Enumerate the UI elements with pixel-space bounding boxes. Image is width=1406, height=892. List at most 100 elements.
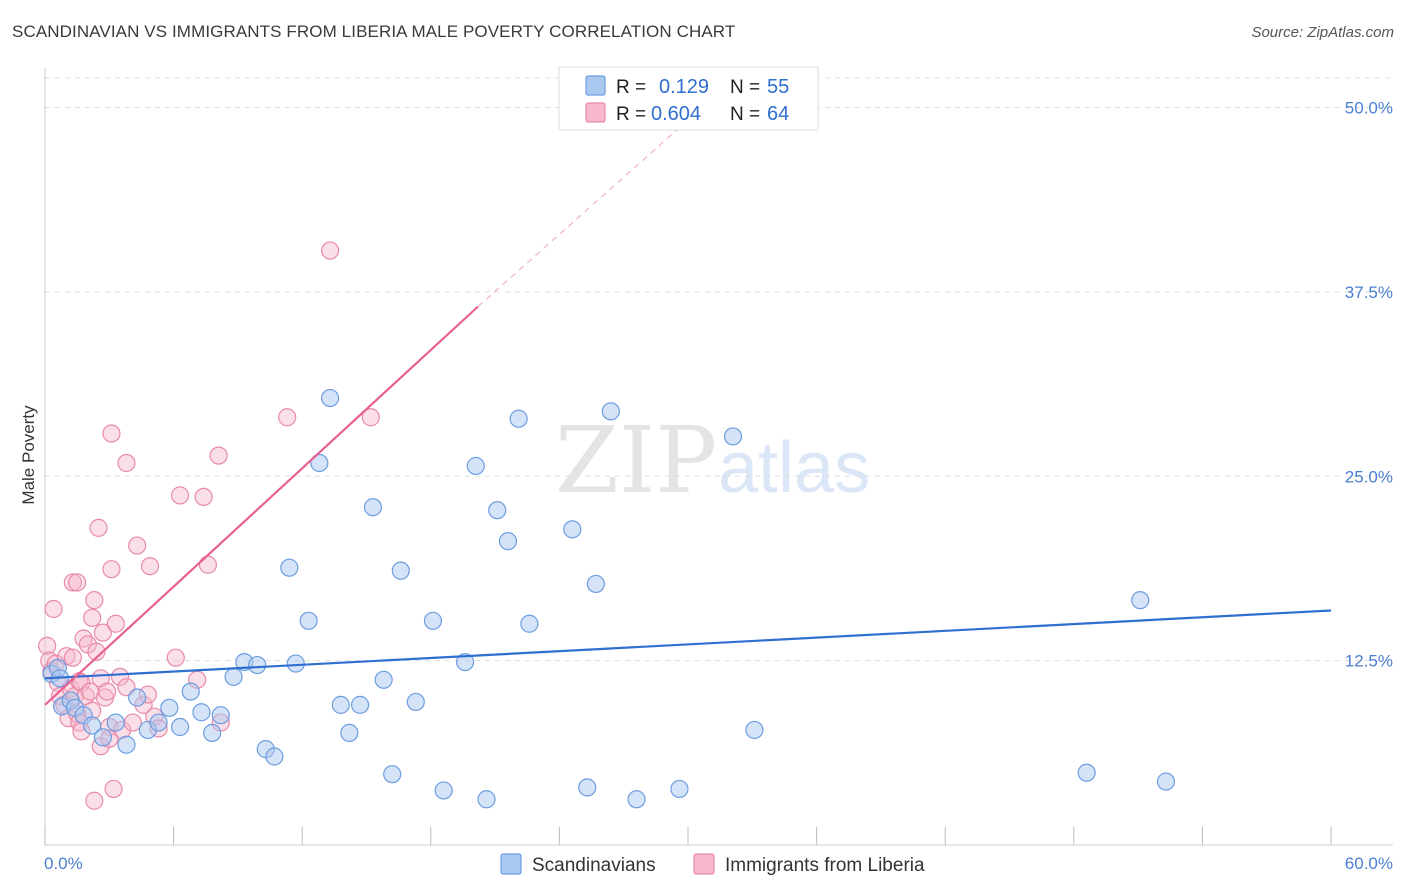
series-legend: Scandinavians Immigrants from Liberia: [500, 853, 925, 876]
scandinavian-point-16: [181, 682, 200, 701]
y-axis-label: Male Poverty: [19, 405, 38, 505]
scandinavian-point-38: [423, 611, 443, 630]
liberia-point-57: [209, 446, 228, 465]
liberia-point-28: [87, 642, 106, 661]
liberia-point-59: [278, 408, 297, 427]
scandinavian-point-8: [93, 728, 112, 747]
legend-r-label-1: R =: [616, 77, 646, 98]
liberia-point-27: [85, 591, 104, 610]
legend-r-label-2: R =: [616, 104, 646, 125]
correlation-legend: R = 0.129 N = 55 R = 0.604 N = 64: [558, 66, 819, 131]
scandinavian-points: [42, 388, 1176, 809]
liberia-point-53: [170, 486, 190, 505]
scandinavian-point-17: [192, 703, 211, 722]
scandinavian-point-14: [160, 698, 179, 717]
liberia-point-40: [106, 614, 125, 633]
series-legend-swatch-liberia: [693, 853, 715, 875]
liberia-point-39: [104, 779, 123, 799]
liberia-point-55: [194, 487, 213, 506]
y-tick-label-2: 37.5%: [1345, 283, 1393, 302]
watermark-atlas: atlas: [718, 428, 870, 508]
scandinavian-point-24: [265, 747, 284, 766]
liberia-point-60: [361, 408, 380, 427]
scandinavian-point-22: [248, 655, 267, 675]
scandinavian-point-39: [434, 781, 453, 800]
legend-swatch-scandinavians: [585, 75, 606, 96]
series-legend-label-liberia: Immigrants from Liberia: [725, 855, 925, 876]
scandinavian-point-48: [578, 778, 597, 797]
liberia-point-56: [198, 555, 217, 574]
liberia-point-41: [110, 667, 130, 686]
scandinavian-point-51: [627, 790, 646, 809]
liberia-point-26: [85, 791, 104, 810]
liberia-point-29: [89, 518, 108, 537]
x-tick-labels: 0.0% 60.0%: [44, 854, 1393, 873]
scandinavian-point-52: [670, 779, 689, 799]
scandinavian-trend-line: [44, 609, 1332, 680]
scandinavian-point-36: [391, 561, 410, 580]
scandinavian-point-33: [363, 498, 383, 517]
scandinavian-point-47: [563, 520, 582, 539]
legend-r-value-1: 0.129: [659, 76, 709, 98]
scandinavian-point-53: [723, 427, 743, 446]
legend-swatch-liberia: [585, 102, 606, 123]
scandinavian-point-9: [106, 713, 125, 732]
liberia-point-44: [117, 453, 136, 473]
legend-n-label-1: N =: [730, 77, 760, 98]
scandinavian-point-34: [374, 670, 393, 689]
liberia-point-32: [93, 623, 112, 642]
x-tick-label-max: 60.0%: [1345, 854, 1393, 873]
scandinavian-point-32: [350, 695, 370, 714]
scandinavian-point-55: [1077, 763, 1096, 782]
liberia-point-25: [83, 608, 102, 627]
source-label: Source: ZipAtlas.com: [1251, 24, 1394, 41]
scandinavian-point-20: [224, 667, 243, 686]
series-legend-label-scandinavians: Scandinavians: [532, 855, 656, 876]
gridlines: [45, 77, 1393, 662]
scandinavian-point-44: [498, 532, 518, 551]
legend-n-value-2: 64: [767, 103, 789, 125]
liberia-trend-extension: [477, 129, 678, 308]
liberia-point-61: [320, 241, 340, 260]
scandinavian-point-28: [310, 453, 329, 473]
liberia-point-11: [63, 648, 82, 667]
scandinavian-point-26: [286, 654, 305, 673]
liberia-point-34: [98, 682, 117, 701]
scandinavian-point-40: [455, 652, 475, 672]
scandinavian-point-15: [170, 717, 190, 737]
x-tick-label-min: 0.0%: [44, 854, 83, 873]
liberia-trend-line: [44, 305, 479, 706]
trend-lines: [44, 129, 1332, 706]
watermark-zip: ZIP: [555, 407, 717, 514]
scandinavian-point-11: [128, 688, 147, 707]
y-tick-labels: 12.5% 25.0% 37.5% 50.0%: [1345, 99, 1393, 671]
scandinavian-point-50: [601, 402, 620, 421]
liberia-point-0: [38, 636, 57, 655]
scandinavian-point-37: [406, 692, 425, 712]
scandinavian-point-57: [1156, 772, 1176, 791]
scandinavian-point-49: [586, 574, 605, 594]
liberia-point-14: [68, 573, 87, 592]
liberia-point-38: [102, 560, 121, 579]
scandinavian-point-27: [299, 611, 318, 630]
liberia-point-37: [102, 424, 121, 443]
y-tick-label-3: 50.0%: [1345, 99, 1393, 118]
scandinavian-point-54: [745, 720, 764, 740]
scandinavian-point-43: [488, 501, 507, 520]
scandinavian-point-19: [211, 706, 230, 725]
liberia-point-12: [63, 573, 82, 592]
watermark: ZIP atlas: [555, 407, 870, 514]
scandinavian-point-29: [320, 388, 340, 408]
legend-n-label-2: N =: [730, 104, 760, 125]
scandinavian-point-10: [117, 735, 136, 754]
scandinavian-point-35: [383, 765, 402, 784]
scandinavian-point-42: [477, 790, 496, 809]
legend-n-value-1: 55: [767, 76, 789, 98]
y-tick-label-0: 12.5%: [1345, 652, 1393, 671]
scandinavian-point-30: [331, 695, 350, 714]
scandinavian-point-41: [466, 456, 485, 476]
axes: [44, 68, 1393, 846]
chart-title: SCANDINAVIAN VS IMMIGRANTS FROM LIBERIA …: [12, 22, 736, 41]
scandinavian-point-25: [280, 558, 299, 577]
